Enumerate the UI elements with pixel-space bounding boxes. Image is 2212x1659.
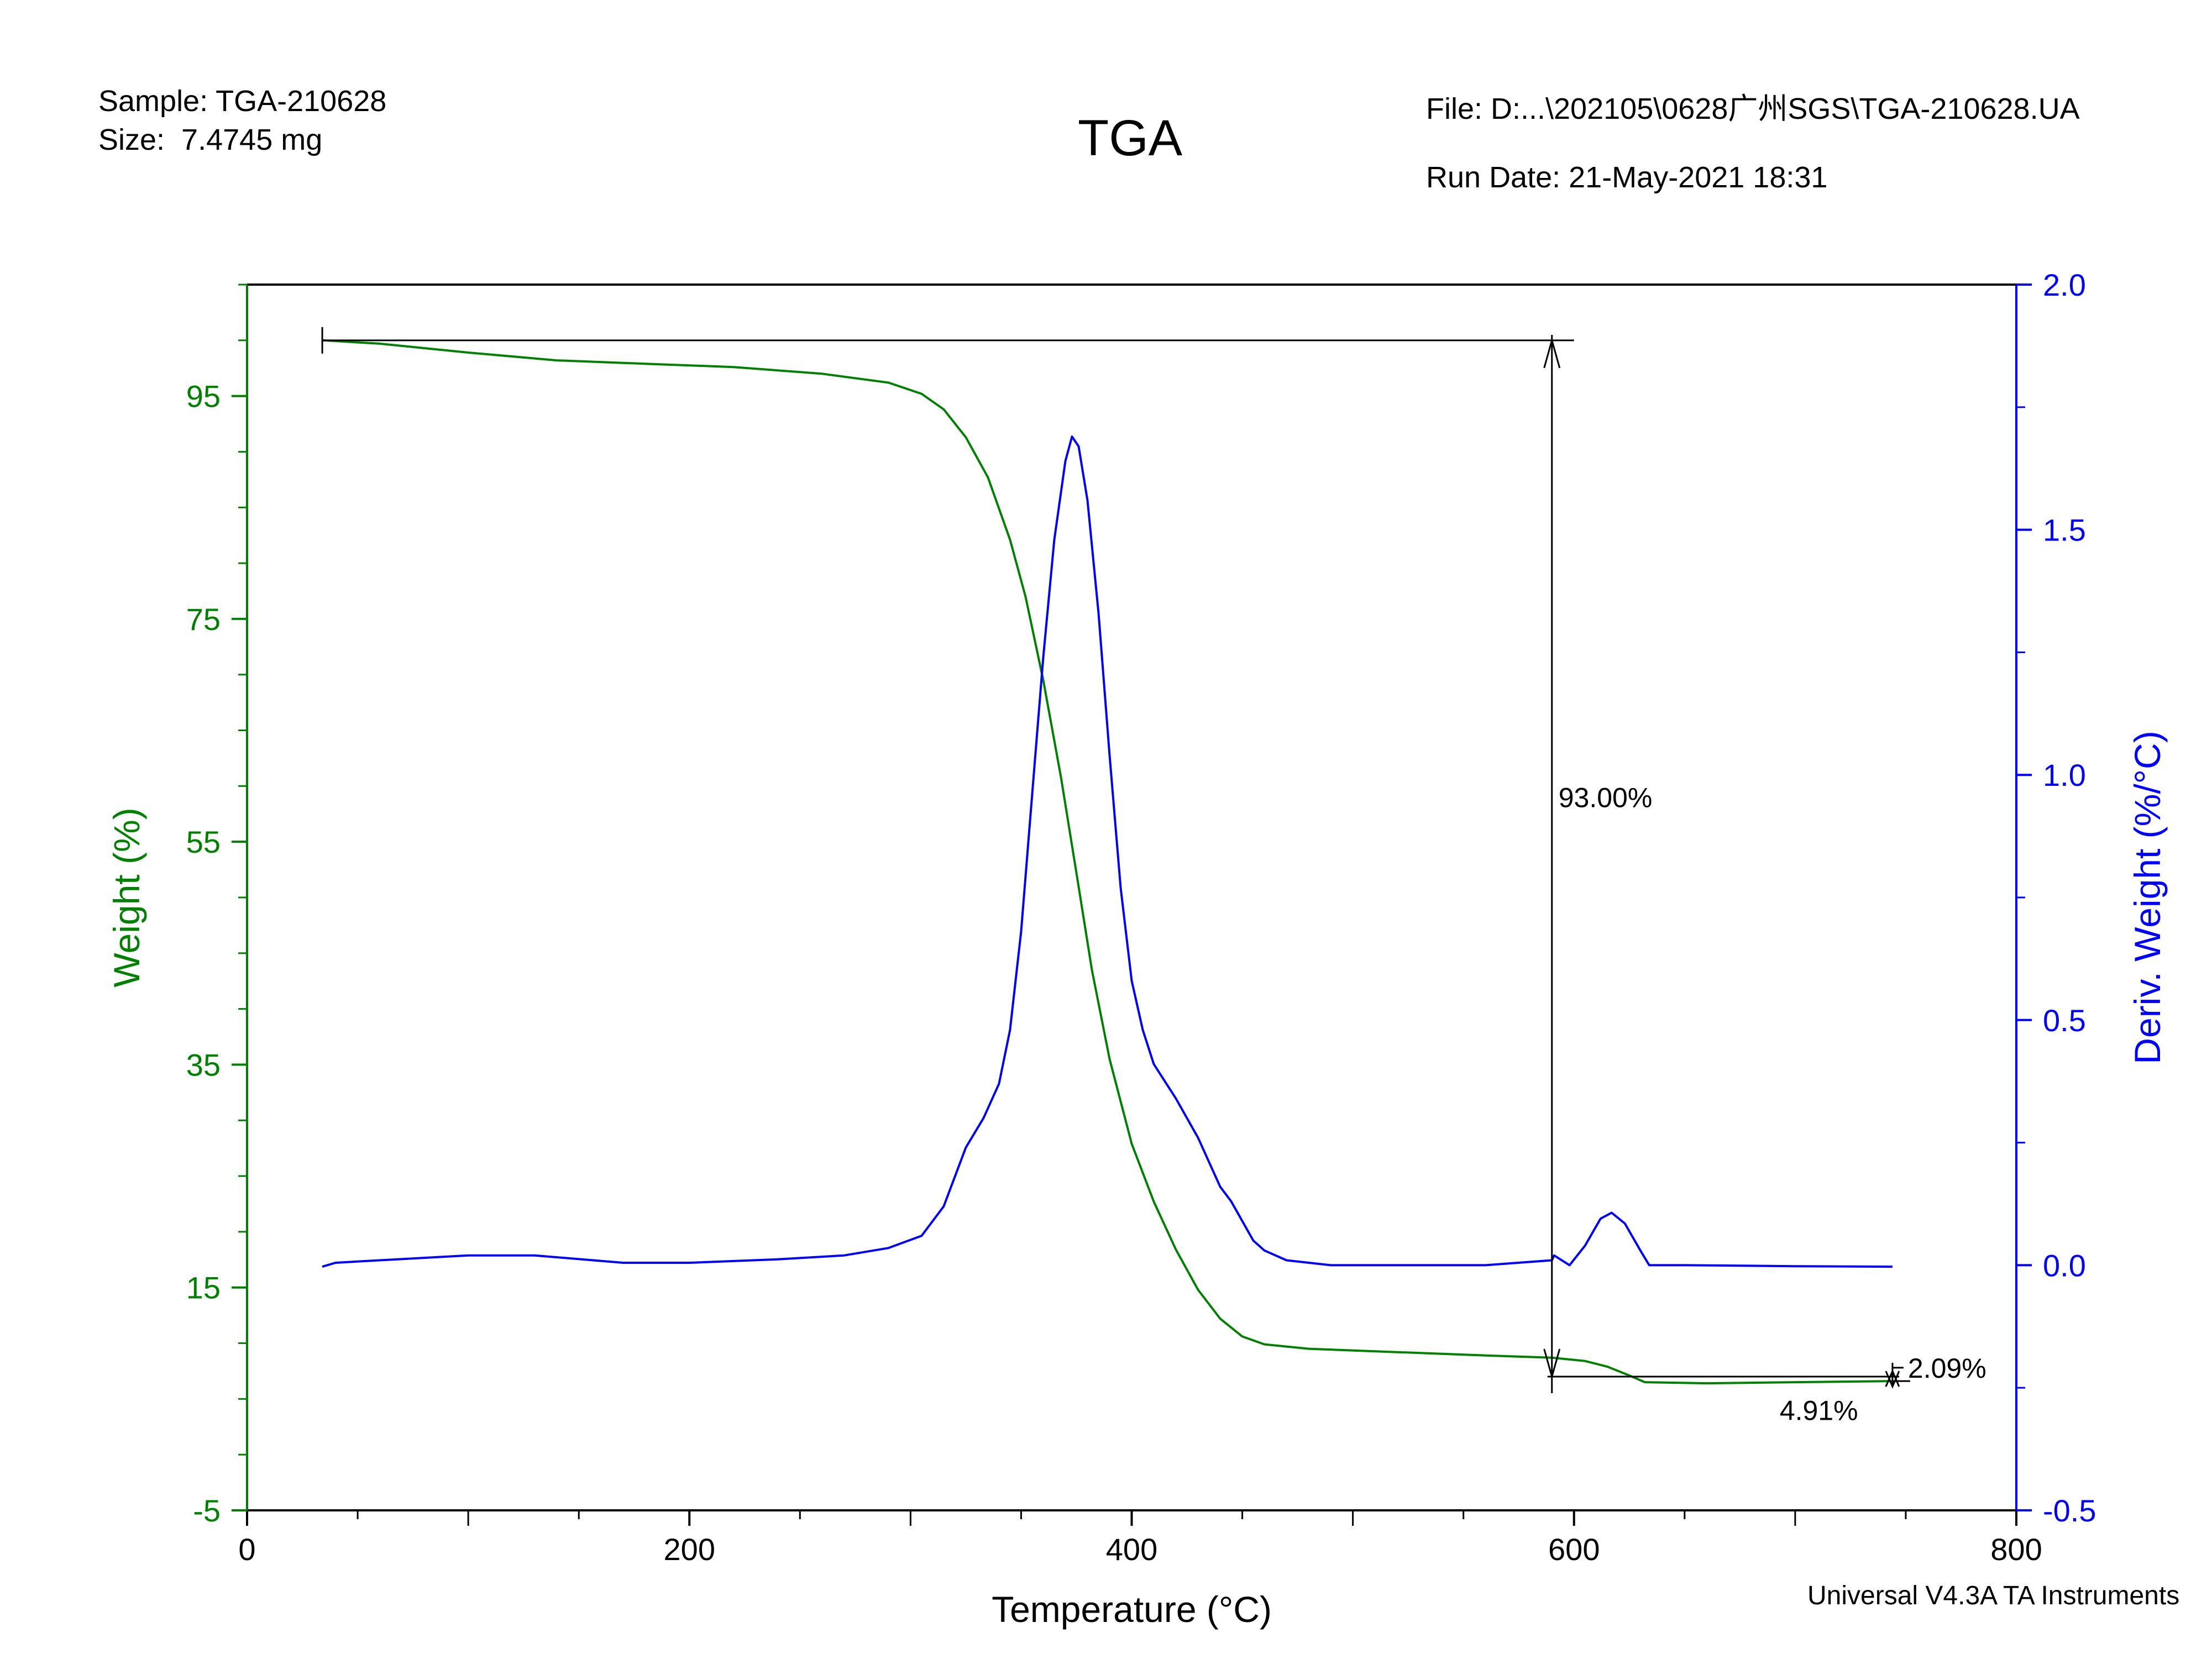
sample-label: Sample: TGA-210628 bbox=[98, 85, 387, 118]
x-tick-label-200: 200 bbox=[664, 1532, 715, 1567]
y2-tick-label-2: 2.0 bbox=[2043, 267, 2086, 302]
step1-arrow-top bbox=[1543, 337, 1561, 369]
file-label: File: D:...\202105\0628广州SGS\TGA-210628.… bbox=[1426, 92, 2080, 125]
step2-label: 2.09% bbox=[1908, 1353, 1986, 1384]
step3-label: 4.91% bbox=[1780, 1395, 1858, 1426]
y2-tick-label-0: 0.0 bbox=[2043, 1248, 2086, 1283]
y-tick-label-15: 15 bbox=[186, 1271, 221, 1305]
y2-tick-label-1: 1.0 bbox=[2043, 758, 2086, 792]
y-tick-label-55: 55 bbox=[186, 825, 221, 859]
y-tick-label-35: 35 bbox=[186, 1047, 221, 1082]
y-tick-label-95: 95 bbox=[186, 379, 221, 414]
step1-label: 93.00% bbox=[1559, 783, 1653, 813]
y2-tick-label-1.5: 1.5 bbox=[2043, 513, 2086, 548]
x-axis-title: Temperature (°C) bbox=[992, 1589, 1272, 1630]
chart-title: TGA bbox=[1078, 110, 1183, 166]
y-axis-title: Weight (%) bbox=[106, 807, 147, 987]
y2-axis-title: Deriv. Weight (%/°C) bbox=[2127, 731, 2168, 1064]
step2-arrow-top bbox=[1885, 1371, 1900, 1389]
x-tick-label-600: 600 bbox=[1548, 1532, 1600, 1567]
deriv-weight-curve bbox=[322, 435, 1893, 1268]
step2-arrow-bottom bbox=[1885, 1369, 1900, 1387]
y2-tick-label-0.5: 0.5 bbox=[2043, 1003, 2086, 1038]
size-label: Size: 7.4745 mg bbox=[98, 123, 323, 156]
footer-label: Universal V4.3A TA Instruments bbox=[1807, 1581, 2180, 1610]
x-tick-label-800: 800 bbox=[1990, 1532, 2042, 1567]
x-tick-label-0: 0 bbox=[238, 1532, 255, 1567]
x-tick-label-400: 400 bbox=[1106, 1532, 1157, 1567]
y2-tick-label--0.5: -0.5 bbox=[2043, 1493, 2096, 1528]
weight-curve bbox=[322, 339, 1893, 1385]
run-date-label: Run Date: 21-May-2021 18:31 bbox=[1426, 161, 1828, 194]
y-tick-label-75: 75 bbox=[186, 602, 221, 637]
y-tick-label--5: -5 bbox=[193, 1493, 221, 1528]
